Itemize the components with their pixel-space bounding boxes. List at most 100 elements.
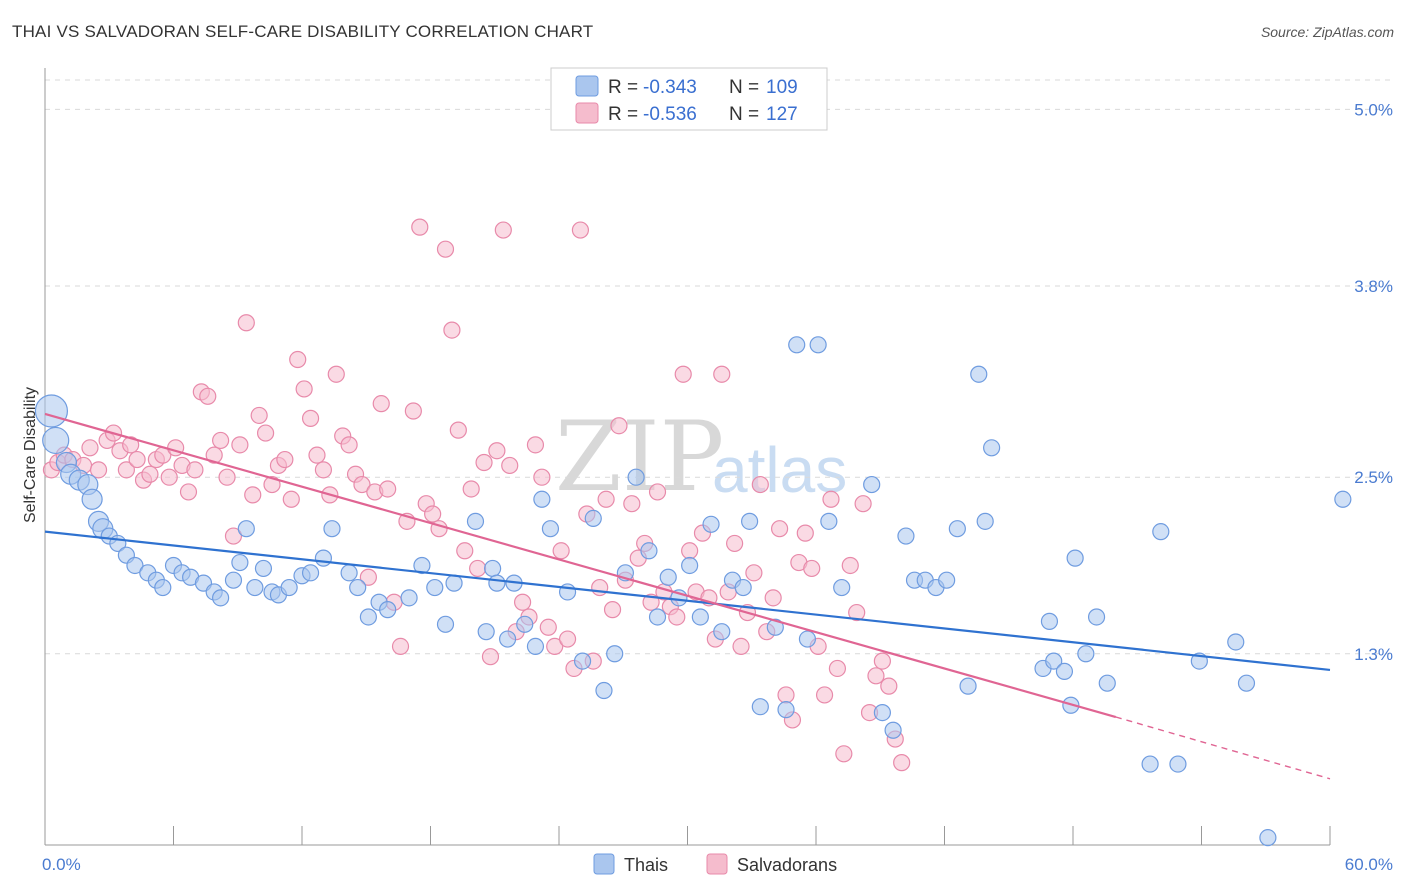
thai-point [349,578,367,597]
thai-point [81,488,103,510]
thai-point [788,336,806,354]
salvadoran-point [803,559,821,578]
salvadoran-point [379,480,397,498]
salvadoran-point [250,406,268,425]
y-tick-label: 1.3% [1354,645,1393,664]
salvadoran-point [880,677,898,695]
thai-point [959,677,977,695]
x-tick-label: 0.0% [42,855,81,874]
legend-r-label-thais: R = [608,77,638,98]
watermark-zip: ZIP [555,401,724,513]
thai-point [1045,652,1063,670]
thai-point [526,637,545,655]
legend-n-value-salvadorans: 127 [766,104,798,125]
salvadoran-point [623,495,641,513]
salvadoran-point [603,601,622,619]
legend-n-label-salvadorans: N = [729,104,759,125]
salvadoran-point [295,380,313,398]
salvadoran-point [436,240,455,258]
thai-point [713,623,731,641]
thai-point [254,559,273,578]
salvadoran-point [764,589,782,607]
salvadoran-point [308,446,326,464]
salvadoran-point [462,480,480,498]
thai-point [751,698,769,716]
thai-point [938,571,956,589]
salvadoran-point [854,495,872,513]
salvadoran-point [841,556,859,575]
thai-point [691,608,709,626]
salvadoran-point [591,578,609,597]
salvadoran-point [469,559,487,578]
salvadoran-point [828,659,847,678]
thai-point [154,578,172,597]
salvadoran-point [526,436,545,454]
thai-point [681,556,699,575]
thai-point [541,520,560,538]
x-tick-label: 60.0% [1345,855,1393,874]
thai-point [1227,633,1245,651]
salvadoran-point [481,648,500,666]
salvadoran-point [571,221,590,239]
salvadoran-point [353,475,371,494]
salvadoran-point [212,431,230,450]
thais-points [34,336,1352,847]
chart-title: THAI VS SALVADORAN SELF-CARE DISABILITY … [12,22,594,41]
salvadoran-point [218,468,236,486]
thai-point [777,701,795,719]
thai-point [445,574,463,592]
thai-point [1066,549,1084,567]
thai-point [224,571,243,589]
salvadoran-point [128,450,146,469]
salvadoran-point [179,483,198,501]
salvadoran-point [359,568,377,586]
thai-point [246,578,264,597]
thais-trend-line [44,530,1331,672]
thai-point [976,512,994,530]
thai-point [340,564,358,582]
thai-point [1169,755,1187,773]
salvadorans-trend-extension [1115,716,1331,780]
salvadoran-point [681,542,699,560]
x-axis-ticks [44,826,1331,845]
thai-point [595,681,613,700]
y-axis-tick-labels: 1.3% 2.5% 3.8% 5.0% [1354,100,1393,663]
thai-point [1141,755,1159,773]
thai-point [983,439,1001,457]
thai-point [863,475,881,494]
thai-point [640,542,658,560]
salvadoran-point [597,490,615,508]
salvadoran-point [558,630,577,648]
salvadoran-point [777,686,795,704]
thai-point [1259,829,1277,847]
thai-point [533,490,551,508]
legend-n-value-thais: 109 [766,77,798,98]
salvadoran-point [276,450,294,469]
thai-point [897,527,915,545]
thai-point [1040,612,1059,630]
thai-point [477,623,495,641]
series-label-salvadorans: Salvadorans [737,855,837,875]
legend-swatch-salvadorans [575,102,599,124]
salvadoran-point [256,424,275,442]
salvadoran-point [424,505,442,523]
correlation-legend: R = -0.343 N = 109 R = -0.536 N = 127 [550,67,828,131]
thai-point [741,512,759,530]
salvadoran-point [160,468,178,486]
legend-swatch-thais [575,75,599,97]
salvadoran-point [726,534,744,553]
thai-point [314,549,333,567]
salvadoran-point [668,608,686,626]
thai-point [798,630,817,648]
salvadoran-point [552,542,570,560]
legend-n-label-thais: N = [729,77,759,98]
thai-point [884,721,902,739]
salvadoran-point [648,483,667,501]
salvadoran-point [340,436,358,454]
salvadoran-point [199,387,217,405]
y-tick-label: 3.8% [1354,277,1393,296]
legend-r-value-thais: -0.343 [643,77,697,98]
salvadoran-point [770,520,789,538]
salvadoran-point [289,350,307,369]
